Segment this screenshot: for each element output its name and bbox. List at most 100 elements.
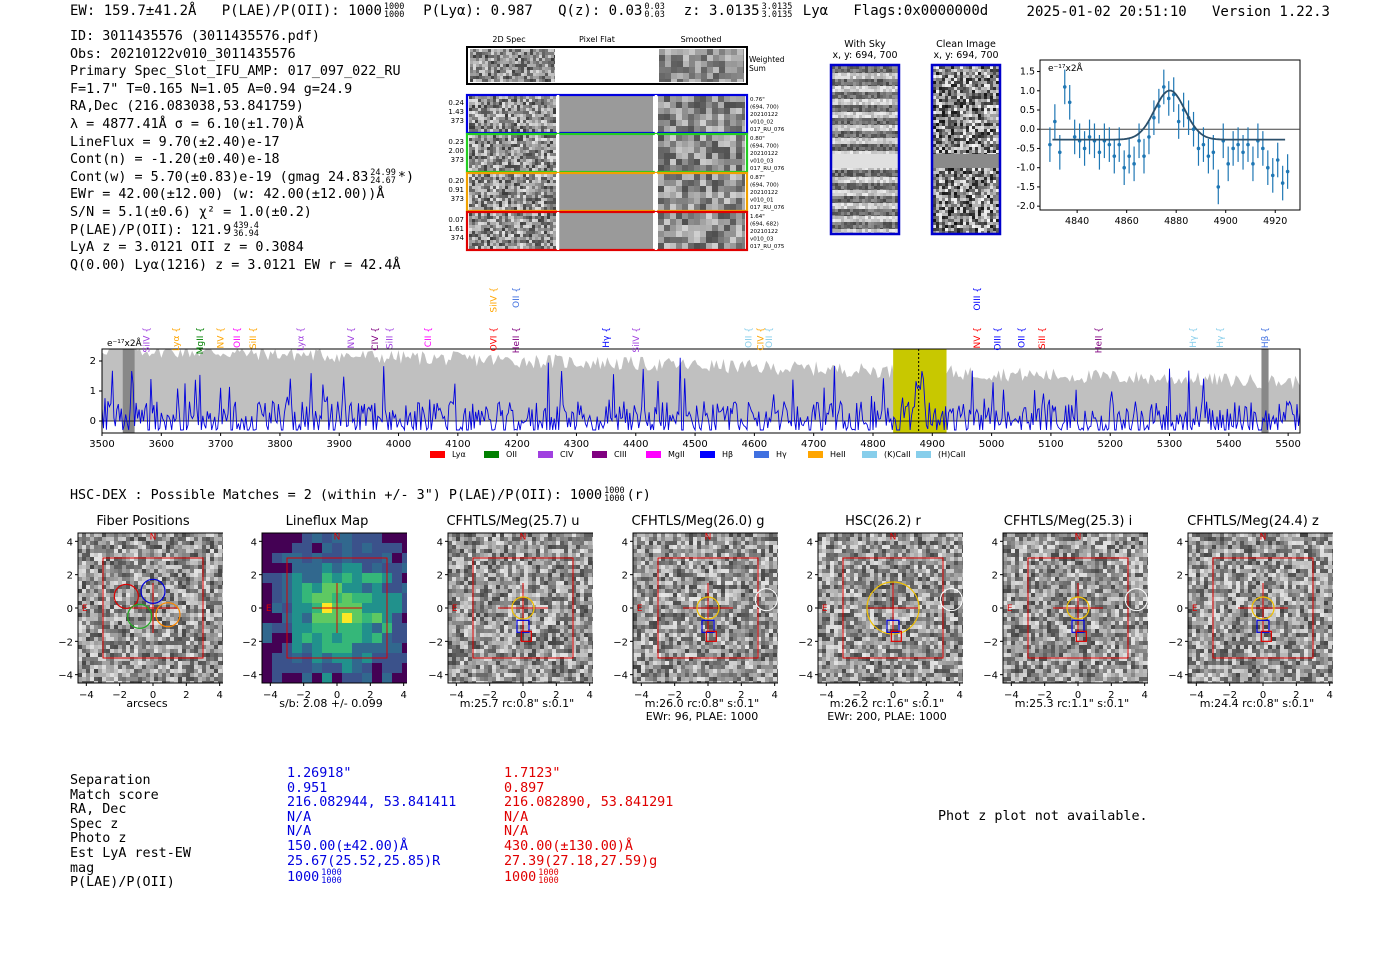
stamp-pixel (472, 126, 475, 129)
clean-pixel (975, 117, 978, 120)
clean-pixel (993, 150, 996, 153)
stamp-pixel (542, 76, 545, 79)
stamp-pixel (682, 120, 688, 126)
sky-pixel (850, 99, 853, 102)
clean-pixel (945, 189, 948, 192)
sky-pixel (889, 228, 892, 229)
zoom-xtick-label: 4860 (1115, 216, 1139, 227)
sky-pixel (847, 170, 850, 173)
stamp-pixel (503, 52, 506, 55)
sky-pixel (835, 82, 838, 85)
stamp-pixel (512, 49, 515, 52)
clean-pixel (939, 174, 942, 177)
clean-pixel (963, 117, 966, 120)
stamp-pixel (487, 138, 490, 141)
stamp-pixel (532, 189, 535, 192)
stamp-pixel (508, 144, 511, 147)
sky-pixel (892, 98, 895, 99)
sky-pixel (886, 131, 889, 134)
sky-pixel (859, 186, 862, 189)
clean-pixel (936, 105, 939, 108)
sky-pixel (835, 69, 838, 72)
stamp-pixel (514, 123, 517, 126)
sky-pixel (883, 125, 886, 128)
clean-pixel (933, 174, 936, 177)
sky-pixel (844, 225, 847, 228)
clean-pixel (954, 171, 957, 174)
stamp-pixel (737, 49, 743, 55)
sky-pixel (874, 134, 877, 137)
sky-pixel (868, 202, 871, 203)
stamp-pixel (535, 228, 538, 231)
stamp-pixel (548, 76, 551, 79)
clean-pixel (936, 198, 939, 201)
stamp-pixel (688, 174, 694, 180)
stamp-pixel (544, 102, 547, 105)
clean-pixel (987, 132, 990, 135)
stamp-pixel (496, 183, 499, 186)
stamp-pixel (526, 126, 529, 129)
stamp-pixel (514, 198, 517, 201)
clean-pixel (960, 75, 963, 78)
sky-pixel (862, 215, 865, 216)
stamp-pixel (664, 159, 670, 165)
clean-pixel (945, 99, 948, 102)
stamp-pixel (713, 49, 719, 55)
clean-pixel (990, 69, 993, 72)
clean-pixel (942, 66, 945, 69)
stamp-pixel (550, 147, 553, 150)
stamp-pixel (484, 174, 487, 177)
clean-pixel (972, 171, 975, 174)
stamp-pixel (479, 58, 482, 61)
sky-pixel (895, 128, 898, 131)
stamp-pixel (526, 222, 529, 225)
sky-pixel (859, 69, 862, 72)
stamp-pixel (542, 67, 545, 70)
sky-pixel (862, 212, 865, 215)
clean-pixel (948, 210, 951, 213)
stamp-pixel (514, 174, 517, 177)
sky-pixel (850, 222, 853, 225)
clean-pixel (954, 126, 957, 129)
stamp-pixel (511, 243, 514, 246)
clean-pixel (975, 99, 978, 102)
z-hi: 3.0135 (761, 2, 793, 12)
stamp-pixel (511, 162, 514, 165)
stamp-pixel (535, 96, 538, 99)
clean-pixel (993, 189, 996, 192)
stamp-pixel (496, 123, 499, 126)
stamp-pixel (511, 198, 514, 201)
sky-pixel (880, 176, 883, 177)
sky-pixel (847, 102, 850, 105)
sky-pixel (874, 216, 877, 219)
stamp-pixel (517, 213, 520, 216)
stamp-pixel (478, 108, 481, 111)
stamp-pixel (511, 126, 514, 129)
clean-pixel (972, 201, 975, 204)
clean-pixel (945, 144, 948, 147)
stamp-pixel (508, 183, 511, 186)
stamp-pixel (517, 126, 520, 129)
stamp-pixel (530, 67, 533, 70)
sky-pixel (847, 186, 850, 189)
clean-pixel (963, 225, 966, 228)
clean-pixel (969, 66, 972, 69)
clean-pixel (972, 117, 975, 120)
sky-pixel (874, 196, 877, 199)
stamp-pixel (520, 105, 523, 108)
stamp-pixel (511, 111, 514, 114)
stamp-pixel (544, 96, 547, 99)
stamp-col-title: Pixel Flat (579, 35, 615, 44)
sky-pixel (889, 173, 892, 176)
sky-pixel (889, 108, 892, 111)
clean-pixel (972, 93, 975, 96)
stamp-pixel (670, 174, 676, 180)
stamp-pixel (523, 96, 526, 99)
sky-pixel (895, 73, 898, 76)
sky-pixel (847, 85, 850, 86)
stamp-pixel (523, 243, 526, 246)
sky-pixel (889, 89, 892, 92)
stamp-pixel (535, 120, 538, 123)
clean-pixel (957, 180, 960, 183)
clean-pixel (939, 228, 942, 231)
